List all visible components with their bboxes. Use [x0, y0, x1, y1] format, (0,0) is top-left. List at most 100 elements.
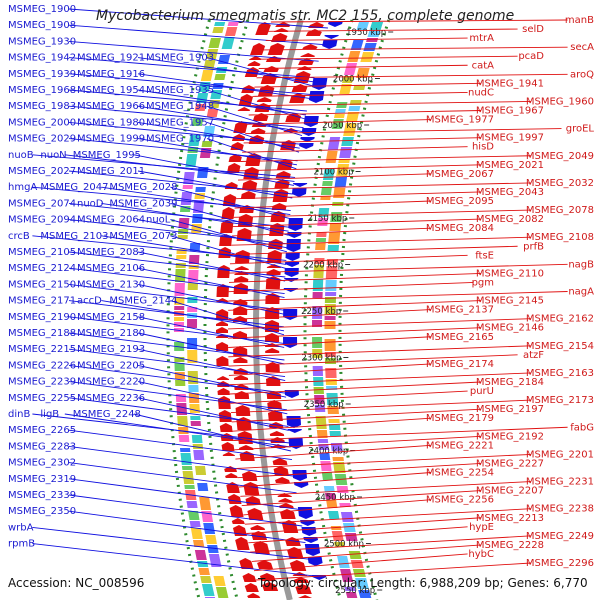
right-gene-label: atzF: [523, 350, 544, 361]
cog-feature-11-49: [189, 521, 201, 527]
cog-feature-10-33: [189, 404, 200, 413]
cog-feature-10-0: [227, 22, 239, 26]
cds-feature-8-41: [229, 505, 244, 517]
left-gene-label: MSMEG_2248: [73, 409, 141, 420]
cog-feature-11-38: [177, 416, 188, 426]
right-gene-label: MSMEG_1977: [426, 115, 494, 126]
cog-feature-2-51: [345, 592, 358, 598]
left-leader-line: [133, 154, 294, 186]
cds-feature-8-28: [216, 376, 230, 380]
cds-feature-8-12: [226, 163, 241, 173]
left-leader-line: [64, 413, 291, 448]
guide-arc-0: [338, 19, 391, 600]
cds-feature-5-2: [302, 44, 318, 49]
cds-feature-5-1: [305, 29, 322, 36]
cog-feature-11-28: [174, 317, 185, 321]
cog-feature-1-12: [339, 147, 353, 158]
cog-feature-10-27: [187, 319, 198, 328]
cds-feature-4-9: [292, 183, 308, 187]
cog-feature-11-48: [188, 511, 200, 520]
cds-feature-5-20: [267, 250, 282, 263]
left-leader-line: [68, 170, 293, 195]
cog-feature-2-38: [319, 453, 331, 460]
left-gene-label: MSMEG_2283: [8, 441, 76, 452]
cog-feature-2-49: [340, 569, 354, 582]
cds-feature-4-5: [303, 116, 319, 127]
left-gene-label: MSMEG_2193: [77, 344, 145, 355]
left-leader-line: [137, 332, 285, 365]
cog-feature-11-51: [192, 540, 205, 547]
left-gene-label: MSMEG_2039: [109, 198, 177, 209]
cds-feature-8-27: [216, 356, 229, 366]
genome-summary: Topology: circular; Length: 6,988,209 bp…: [258, 576, 588, 590]
right-leader-line: [230, 245, 518, 255]
right-gene-label: hypE: [469, 522, 494, 533]
cog-feature-2-13: [322, 181, 333, 186]
cds-feature-4-21: [284, 390, 299, 398]
cog-feature-1-30: [324, 339, 336, 351]
right-gene-label: MSMEG_2221: [426, 440, 494, 451]
right-leader-line: [258, 64, 468, 69]
right-leader-line: [246, 517, 482, 534]
cds-feature-5-51: [293, 577, 310, 583]
cog-feature-11-45: [184, 485, 195, 489]
left-leader-line: [32, 526, 310, 560]
right-leader-line: [246, 119, 432, 125]
right-leader-line: [233, 209, 532, 218]
right-leader-line: [236, 182, 532, 190]
right-gene-label: MSMEG_2154: [526, 341, 594, 352]
cds-feature-7-6: [260, 73, 278, 84]
right-leader-line: [251, 544, 482, 562]
cds-feature-7-42: [243, 482, 260, 495]
cog-feature-1-13: [338, 159, 350, 163]
right-leader-line: [256, 562, 532, 581]
cog-feature-1-4: [360, 52, 375, 62]
cog-feature-11-12: [185, 154, 198, 167]
right-gene-label: MSMEG_2231: [526, 477, 594, 488]
left-gene-label: MSMEG_1916: [77, 69, 145, 80]
left-gene-label: hmgA: [8, 182, 37, 193]
cds-feature-8-46: [242, 573, 257, 582]
right-gene-label: hisD: [472, 142, 494, 153]
cog-feature-1-15: [334, 177, 348, 187]
right-gene-label: MSMEG_2162: [526, 314, 594, 325]
cds-feature-4-16: [284, 268, 299, 277]
right-gene-label: MSMEG_2084: [426, 223, 494, 234]
cds-feature-4-3: [311, 78, 328, 90]
right-gene-label: MSMEG_2184: [476, 377, 544, 388]
cds-feature-8-4: [244, 67, 260, 77]
left-leader-line: [68, 316, 285, 344]
left-leader-line: [137, 251, 286, 282]
left-gene-label: MSMEG_2047: [40, 182, 108, 193]
left-leader-line: [32, 543, 313, 577]
right-leader-line: [231, 399, 532, 414]
cog-feature-2-42: [324, 493, 336, 499]
cog-feature-11-6: [198, 82, 211, 92]
cog-feature-1-0: [369, 22, 384, 30]
cog-feature-10-23: [187, 283, 198, 290]
cds-feature-8-3: [247, 61, 261, 66]
right-leader-line: [231, 408, 482, 423]
left-leader-line: [68, 219, 288, 245]
cog-feature-2-3: [343, 63, 358, 75]
cog-feature-11-57: [204, 597, 216, 598]
cog-feature-2-20: [315, 243, 326, 250]
cds-feature-4-20: [283, 337, 298, 348]
cog-feature-2-10: [327, 137, 341, 150]
cog-feature-2-18: [316, 232, 327, 237]
right-gene-label: MSMEG_1941: [476, 78, 544, 89]
cog-feature-10-40: [197, 483, 209, 491]
left-gene-label: MSMEG_1983: [8, 101, 76, 112]
guide-arc-3: [303, 19, 354, 600]
left-leader-line: [170, 219, 288, 253]
cog-feature-10-1: [224, 27, 238, 36]
left-leader-line: [137, 170, 293, 199]
cds-feature-5-34: [267, 410, 283, 421]
cog-feature-2-24: [312, 292, 323, 298]
cog-feature-11-56: [201, 584, 215, 596]
cog-feature-2-22: [313, 265, 325, 278]
cog-feature-1-51: [350, 560, 364, 568]
right-leader-line: [256, 73, 568, 79]
cog-feature-1-52: [352, 569, 366, 577]
